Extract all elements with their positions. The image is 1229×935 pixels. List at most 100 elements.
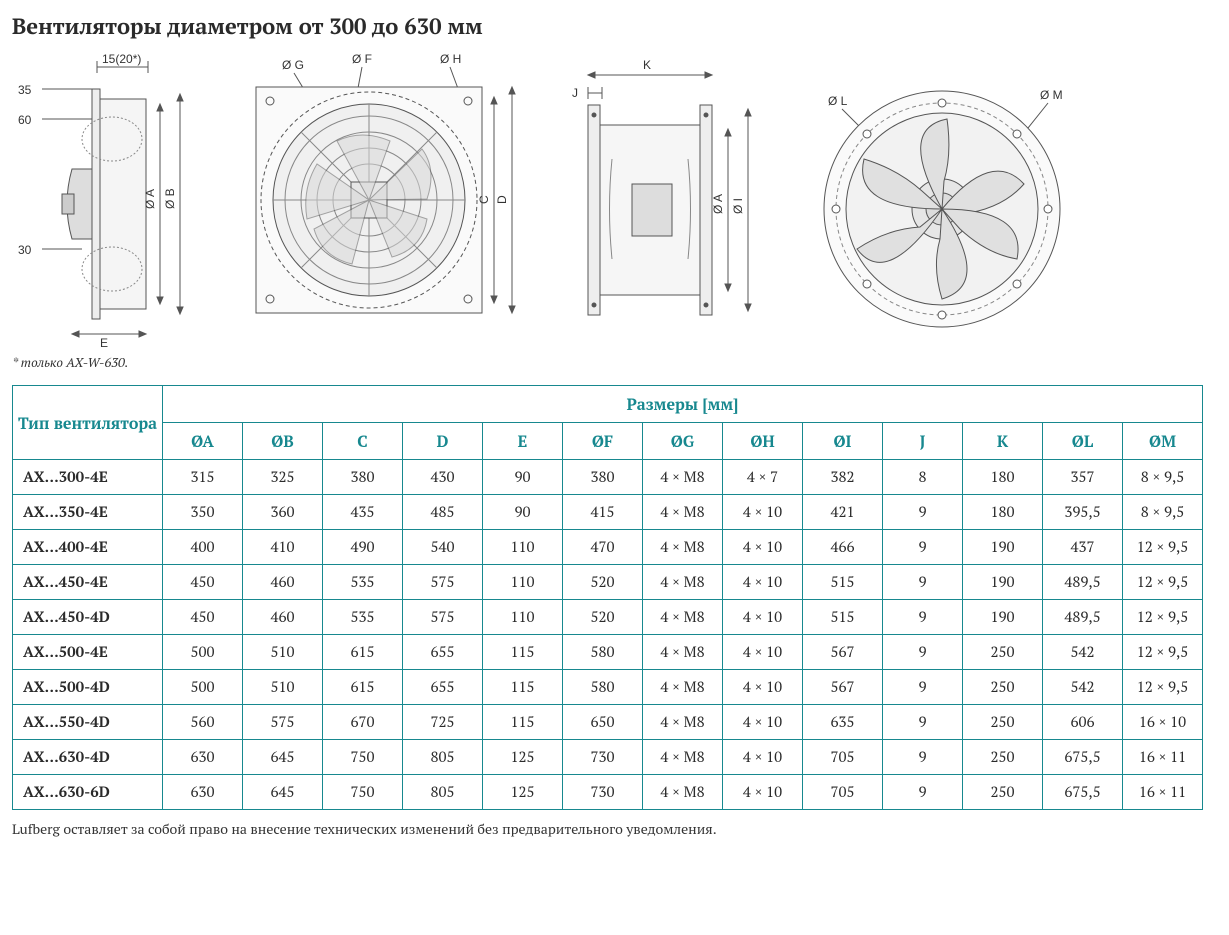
row-type-cell: AX...300-4E: [13, 460, 163, 495]
data-cell: 4 × M8: [643, 530, 723, 565]
data-cell: 4 × M8: [643, 495, 723, 530]
table-row: AX...450-4D4504605355751105204 × M84 × 1…: [13, 600, 1203, 635]
data-cell: 110: [483, 530, 563, 565]
data-cell: 9: [883, 635, 963, 670]
data-cell: 4 × 10: [723, 635, 803, 670]
data-cell: 490: [323, 530, 403, 565]
data-cell: 560: [163, 705, 243, 740]
row-type-cell: AX...500-4E: [13, 635, 163, 670]
table-row: AX...350-4E350360435485904154 × M84 × 10…: [13, 495, 1203, 530]
data-cell: 655: [403, 670, 483, 705]
data-cell: 485: [403, 495, 483, 530]
data-cell: 125: [483, 775, 563, 810]
data-cell: 580: [563, 670, 643, 705]
data-cell: 180: [963, 460, 1043, 495]
data-cell: 4 × 10: [723, 565, 803, 600]
data-cell: 470: [563, 530, 643, 565]
table-column-header: C: [323, 423, 403, 460]
row-type-cell: AX...350-4E: [13, 495, 163, 530]
diagram-side-profile: 15(20*) 35 60 30 Ø A Ø B: [12, 49, 192, 349]
table-super-header: Размеры [мм]: [163, 386, 1203, 423]
data-cell: 110: [483, 600, 563, 635]
data-cell: 90: [483, 495, 563, 530]
row-type-cell: AX...630-4D: [13, 740, 163, 775]
data-cell: 510: [243, 635, 323, 670]
data-cell: 8 × 9,5: [1123, 495, 1203, 530]
diagram-round-front: Ø L Ø M: [792, 49, 1092, 349]
table-row: AX...630-6D6306457508051257304 × M84 × 1…: [13, 775, 1203, 810]
table-column-header: J: [883, 423, 963, 460]
data-cell: 350: [163, 495, 243, 530]
data-cell: 437: [1043, 530, 1123, 565]
data-cell: 4 × 10: [723, 740, 803, 775]
data-cell: 180: [963, 495, 1043, 530]
dim-label: D: [495, 195, 509, 204]
data-cell: 510: [243, 670, 323, 705]
data-cell: 520: [563, 600, 643, 635]
data-cell: 325: [243, 460, 323, 495]
data-cell: 535: [323, 565, 403, 600]
dim-label: Ø F: [352, 52, 372, 66]
data-cell: 415: [563, 495, 643, 530]
table-row: AX...630-4D6306457508051257304 × M84 × 1…: [13, 740, 1203, 775]
data-cell: 580: [563, 635, 643, 670]
dim-label: C: [477, 195, 491, 204]
data-cell: 489,5: [1043, 600, 1123, 635]
dim-label: Ø H: [440, 52, 461, 66]
data-cell: 725: [403, 705, 483, 740]
data-cell: 542: [1043, 635, 1123, 670]
table-column-header: ØG: [643, 423, 723, 460]
data-cell: 460: [243, 565, 323, 600]
data-cell: 400: [163, 530, 243, 565]
dim-label: J: [572, 86, 578, 100]
data-cell: 16 × 11: [1123, 740, 1203, 775]
dim-label: Ø A: [143, 189, 157, 209]
data-cell: 4 × M8: [643, 460, 723, 495]
data-cell: 4 × M8: [643, 740, 723, 775]
table-row: AX...550-4D5605756707251156504 × M84 × 1…: [13, 705, 1203, 740]
dim-label: Ø A: [711, 194, 725, 214]
data-cell: 250: [963, 740, 1043, 775]
data-cell: 4 × 10: [723, 670, 803, 705]
data-cell: 705: [803, 775, 883, 810]
data-cell: 670: [323, 705, 403, 740]
dim-label: Ø M: [1040, 88, 1063, 102]
data-cell: 675,5: [1043, 740, 1123, 775]
data-cell: 8 × 9,5: [1123, 460, 1203, 495]
data-cell: 805: [403, 775, 483, 810]
table-column-header: ØH: [723, 423, 803, 460]
data-cell: 750: [323, 775, 403, 810]
data-cell: 730: [563, 775, 643, 810]
data-cell: 9: [883, 775, 963, 810]
diagram-front-square: Ø F Ø G Ø H: [222, 49, 522, 349]
table-row: AX...400-4E4004104905401104704 × M84 × 1…: [13, 530, 1203, 565]
dim-label: K: [643, 58, 651, 72]
data-cell: 460: [243, 600, 323, 635]
table-column-header: D: [403, 423, 483, 460]
data-cell: 540: [403, 530, 483, 565]
data-cell: 410: [243, 530, 323, 565]
data-cell: 115: [483, 670, 563, 705]
table-column-header: ØB: [243, 423, 323, 460]
data-cell: 435: [323, 495, 403, 530]
data-cell: 542: [1043, 670, 1123, 705]
data-cell: 110: [483, 565, 563, 600]
data-cell: 9: [883, 740, 963, 775]
data-cell: 360: [243, 495, 323, 530]
data-cell: 575: [243, 705, 323, 740]
table-corner-header: Тип вентилятора: [13, 386, 163, 460]
row-type-cell: AX...550-4D: [13, 705, 163, 740]
data-cell: 650: [563, 705, 643, 740]
data-cell: 8: [883, 460, 963, 495]
data-cell: 4 × M8: [643, 775, 723, 810]
data-cell: 12 × 9,5: [1123, 670, 1203, 705]
data-cell: 4 × M8: [643, 705, 723, 740]
data-cell: 675,5: [1043, 775, 1123, 810]
row-type-cell: AX...450-4E: [13, 565, 163, 600]
data-cell: 567: [803, 635, 883, 670]
data-cell: 535: [323, 600, 403, 635]
data-cell: 4 × M8: [643, 600, 723, 635]
data-cell: 645: [243, 740, 323, 775]
dim-label: Ø G: [282, 58, 304, 72]
data-cell: 450: [163, 600, 243, 635]
